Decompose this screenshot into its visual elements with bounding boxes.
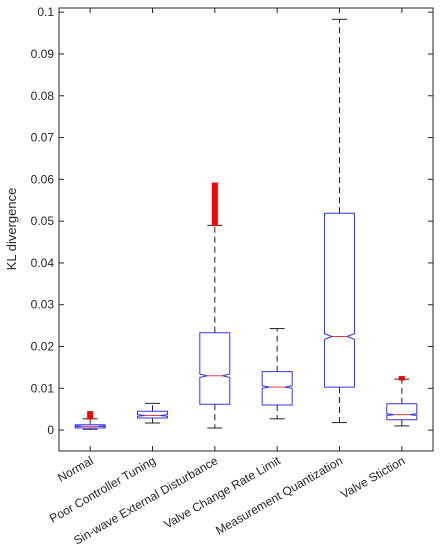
box-group (137, 402, 168, 424)
box-group (261, 328, 293, 420)
y-tick-label: 0.01 (31, 381, 55, 395)
y-tick-label: 0.07 (31, 131, 55, 145)
y-tick-label: 0.05 (31, 214, 55, 228)
y-tick-label: 0.06 (31, 172, 55, 186)
y-tick-label: 0.1 (37, 5, 54, 19)
box-group (199, 182, 231, 429)
outlier-markers (398, 376, 405, 381)
box-group (386, 376, 418, 427)
box-body (324, 212, 355, 388)
box-group (324, 18, 355, 424)
x-tick-label: Poor Controller Tuning (47, 453, 158, 525)
box-body (199, 332, 231, 405)
plot-frame (58, 7, 434, 452)
y-tick-label: 0 (47, 423, 54, 437)
box-body (74, 424, 106, 429)
y-tick-label: 0.09 (31, 47, 55, 61)
outlier-markers (211, 182, 218, 226)
box-body (386, 403, 418, 421)
x-tick-label: Normal (55, 453, 95, 484)
plot-background (59, 8, 433, 451)
box-body (137, 410, 168, 419)
boxes-layer (74, 18, 418, 430)
y-tick-label: 0.08 (31, 89, 55, 103)
box-group (74, 411, 106, 430)
y-tick-label: 0.03 (31, 298, 55, 312)
x-tick-label: Valve Stiction (338, 453, 407, 501)
y-tick-label: 0.02 (31, 340, 55, 354)
y-tick-label: 0.04 (31, 256, 55, 270)
outlier-markers (87, 411, 94, 420)
y-axis-label: KL divergence (4, 188, 19, 271)
y-axis-ticks: 0 0.01 0.02 0.03 0.04 0.05 0.06 0.07 0.08 0.09 0.1 (31, 5, 433, 437)
box-body (261, 371, 293, 406)
